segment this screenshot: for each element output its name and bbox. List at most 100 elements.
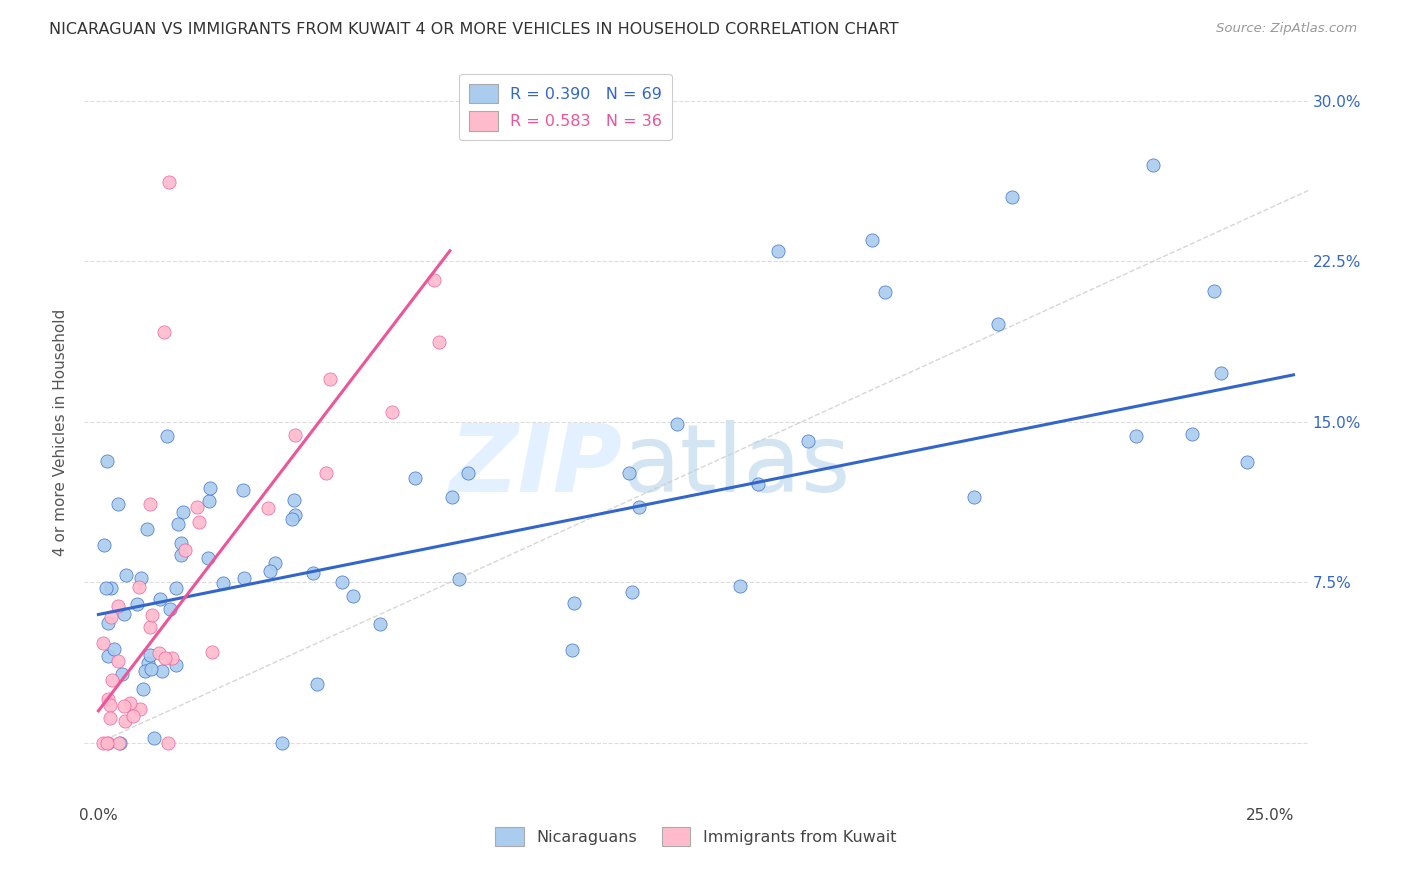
- Point: [170, 536, 193, 550]
- Point: [91, 636, 114, 650]
- Point: [120, 696, 142, 710]
- Point: [98, 698, 121, 712]
- Point: [330, 575, 353, 590]
- Point: [97, 649, 120, 664]
- Point: [172, 505, 194, 519]
- Point: [284, 428, 307, 442]
- Point: [302, 566, 325, 580]
- Point: [766, 244, 789, 258]
- Point: [141, 607, 163, 622]
- Point: [170, 548, 193, 562]
- Point: [97, 736, 120, 750]
- Point: [148, 646, 170, 660]
- Point: [107, 599, 129, 613]
- Point: [139, 497, 162, 511]
- Point: [139, 648, 162, 662]
- Text: ZIP: ZIP: [450, 420, 623, 512]
- Point: [96, 736, 118, 750]
- Text: Source: ZipAtlas.com: Source: ZipAtlas.com: [1216, 22, 1357, 36]
- Point: [162, 650, 184, 665]
- Point: [94, 581, 117, 595]
- Point: [1125, 429, 1147, 443]
- Point: [165, 581, 187, 595]
- Point: [796, 434, 818, 449]
- Legend: Nicaraguans, Immigrants from Kuwait: Nicaraguans, Immigrants from Kuwait: [488, 819, 904, 854]
- Point: [873, 285, 896, 299]
- Point: [280, 511, 302, 525]
- Point: [1181, 427, 1204, 442]
- Point: [1001, 190, 1024, 204]
- Point: [153, 651, 176, 665]
- Point: [1236, 455, 1258, 469]
- Point: [440, 490, 463, 504]
- Point: [165, 658, 187, 673]
- Point: [159, 602, 181, 616]
- Point: [125, 597, 148, 611]
- Point: [149, 592, 172, 607]
- Point: [198, 494, 221, 508]
- Point: [134, 664, 156, 678]
- Point: [561, 643, 583, 657]
- Point: [136, 656, 159, 670]
- Point: [157, 175, 180, 189]
- Point: [315, 466, 337, 480]
- Point: [264, 556, 287, 570]
- Point: [121, 709, 143, 723]
- Point: [380, 405, 402, 419]
- Point: [108, 736, 131, 750]
- Point: [139, 620, 162, 634]
- Point: [200, 645, 222, 659]
- Point: [107, 654, 129, 668]
- Point: [97, 692, 120, 706]
- Point: [136, 522, 159, 536]
- Point: [1209, 366, 1232, 380]
- Point: [197, 550, 219, 565]
- Point: [156, 736, 179, 750]
- Point: [108, 736, 131, 750]
- Point: [319, 372, 342, 386]
- Point: [987, 317, 1010, 331]
- Point: [404, 470, 426, 484]
- Point: [97, 616, 120, 631]
- Point: [447, 572, 470, 586]
- Point: [232, 571, 254, 585]
- Point: [562, 596, 585, 610]
- Point: [142, 731, 165, 746]
- Point: [167, 517, 190, 532]
- Point: [305, 677, 328, 691]
- Text: atlas: atlas: [623, 420, 851, 512]
- Y-axis label: 4 or more Vehicles in Household: 4 or more Vehicles in Household: [53, 309, 69, 557]
- Point: [98, 711, 121, 725]
- Point: [198, 481, 221, 495]
- Point: [187, 516, 209, 530]
- Point: [212, 576, 235, 591]
- Point: [1142, 158, 1164, 172]
- Point: [259, 564, 281, 578]
- Point: [342, 590, 364, 604]
- Point: [174, 543, 197, 558]
- Point: [156, 429, 179, 443]
- Point: [621, 585, 644, 599]
- Point: [153, 325, 176, 339]
- Point: [628, 500, 651, 514]
- Point: [132, 682, 155, 697]
- Point: [101, 673, 124, 688]
- Point: [963, 490, 986, 504]
- Point: [91, 736, 114, 750]
- Point: [665, 417, 688, 431]
- Point: [747, 477, 769, 491]
- Point: [284, 508, 307, 522]
- Point: [100, 581, 122, 595]
- Point: [110, 666, 132, 681]
- Point: [129, 702, 152, 716]
- Point: [271, 736, 294, 750]
- Point: [457, 466, 479, 480]
- Point: [112, 698, 135, 713]
- Point: [423, 273, 446, 287]
- Text: NICARAGUAN VS IMMIGRANTS FROM KUWAIT 4 OR MORE VEHICLES IN HOUSEHOLD CORRELATION: NICARAGUAN VS IMMIGRANTS FROM KUWAIT 4 O…: [49, 22, 898, 37]
- Point: [114, 607, 136, 621]
- Point: [114, 714, 136, 728]
- Point: [860, 233, 883, 247]
- Point: [93, 538, 115, 552]
- Point: [129, 571, 152, 585]
